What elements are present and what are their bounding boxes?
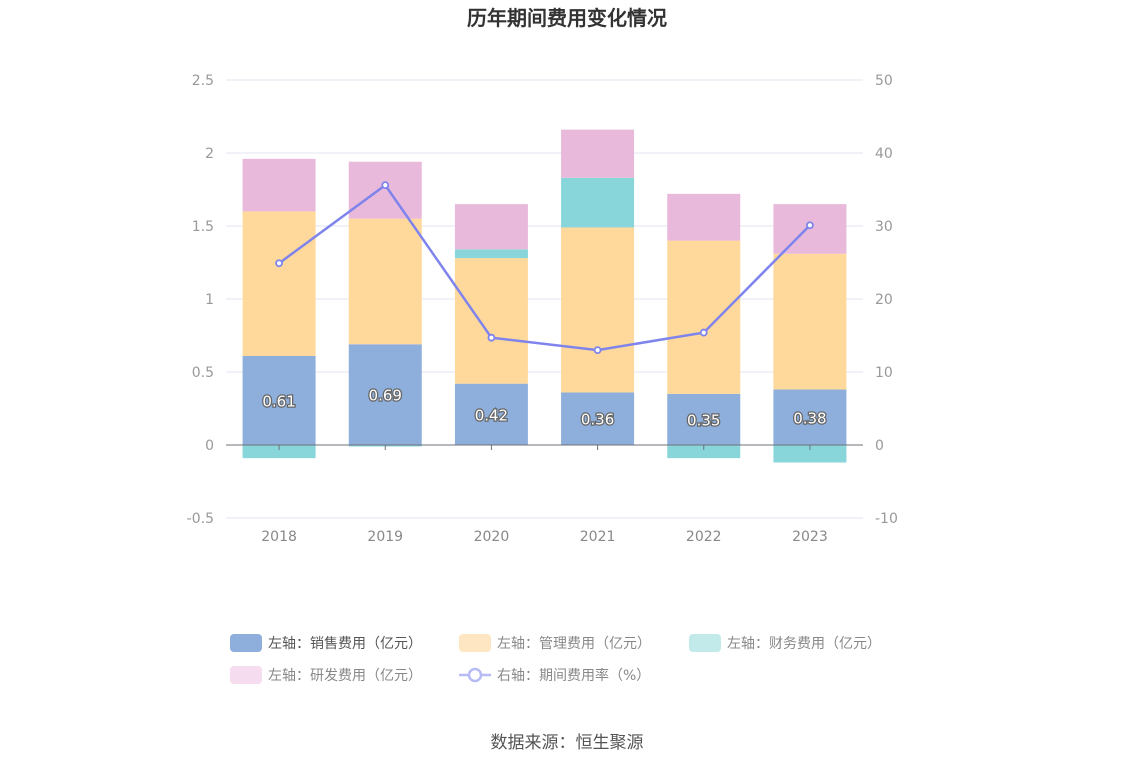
right-tick-label: 0 [875, 438, 884, 454]
bar-1-2018 [242, 355, 316, 445]
left-tick-label: 2 [205, 146, 214, 162]
legend-label: 左轴：财务费用（亿元） [727, 636, 881, 652]
bar-value-label: 0.42 [475, 406, 508, 424]
bar-3-2022 [667, 445, 741, 459]
right-tick-label: 20 [875, 292, 893, 308]
data-source: 数据来源：恒生聚源 [491, 733, 644, 753]
right-tick-label: 30 [875, 219, 893, 235]
x-tick-label: 2023 [792, 529, 828, 545]
x-tick-label: 2020 [474, 529, 510, 545]
bar-2-2023 [773, 253, 847, 390]
bar-4-2019 [348, 161, 422, 219]
bars [242, 129, 847, 463]
bar-4-2018 [242, 158, 316, 212]
bar-labels: 0.61 0.69 0.42 0.36 0.35 0.38 [261, 385, 828, 430]
bar-1-2019 [348, 344, 422, 445]
bar-value-label: 0.35 [687, 411, 720, 429]
rate-line [275, 181, 814, 355]
bar-value-label: 0.36 [581, 411, 614, 429]
bar-value-label: 0.38 [793, 409, 826, 427]
left-tick-label: 0.5 [192, 365, 214, 381]
legend-item-3[interactable]: 左轴：财务费用（亿元） [689, 634, 881, 652]
rate-point [487, 333, 496, 342]
right-tick-label: 50 [875, 73, 893, 89]
rate-point [699, 328, 708, 337]
right-tick-label: 40 [875, 146, 893, 162]
legend-swatch [459, 634, 491, 652]
left-tick-label: 1.5 [192, 219, 214, 235]
bar-1-2021 [561, 392, 635, 445]
bar-1-2020 [454, 383, 528, 445]
legend-marker [467, 667, 483, 683]
right-tick-label: 10 [875, 365, 893, 381]
legend-label: 左轴：销售费用（亿元） [268, 636, 422, 652]
left-tick-label: 0 [205, 438, 214, 454]
bar-2-2022 [667, 240, 741, 394]
legend[interactable]: 左轴：销售费用（亿元） 左轴：管理费用（亿元） 左轴：财务费用（亿元） 左轴：研发费用… [230, 634, 881, 684]
left-tick-label: 2.5 [192, 73, 214, 89]
bar-3-2023 [773, 445, 847, 463]
legend-label: 左轴：管理费用（亿元） [497, 636, 651, 652]
bar-1-2023 [773, 389, 847, 445]
legend-label: 右轴：期间费用率（%） [497, 667, 650, 684]
rate-line-path [278, 183, 811, 352]
legend-item-5[interactable]: 右轴：期间费用率（%） [459, 667, 650, 684]
x-tick-label: 2018 [261, 529, 297, 545]
x-tick-label: 2022 [686, 529, 722, 545]
legend-item-2[interactable]: 左轴：管理费用（亿元） [459, 634, 651, 652]
legend-swatch [230, 666, 262, 684]
bar-4-2021 [561, 129, 635, 178]
rate-point [275, 259, 283, 268]
bar-2-2021 [561, 227, 635, 393]
x-axis: 2018 2019 2020 2021 2022 2023 [226, 444, 863, 545]
legend-swatch [689, 634, 721, 652]
x-tick-label: 2019 [367, 529, 403, 545]
rate-point [806, 221, 814, 230]
right-tick-label: -10 [875, 511, 898, 527]
bar-2-2018 [242, 211, 316, 356]
rate-point [381, 181, 390, 190]
rate-point [593, 346, 602, 355]
left-tick-label: 1 [205, 292, 214, 308]
legend-label: 左轴：研发费用（亿元） [268, 668, 422, 684]
legend-swatch [230, 634, 262, 652]
bar-1-2022 [667, 393, 741, 445]
legend-item-4[interactable]: 左轴：研发费用（亿元） [230, 666, 422, 684]
bar-4-2020 [454, 204, 528, 250]
left-tick-label: -0.5 [187, 511, 214, 527]
chart-title: 历年期间费用变化情况 [467, 6, 667, 30]
x-tick-label: 2021 [580, 529, 616, 545]
bar-2-2019 [348, 218, 422, 345]
bar-3-2020 [454, 249, 528, 259]
bar-3-2018 [242, 445, 316, 459]
bar-2-2020 [454, 258, 528, 384]
legend-item-1[interactable]: 左轴：销售费用（亿元） [230, 634, 422, 652]
bar-3-2021 [561, 177, 635, 228]
right-axis: -10 0 10 20 30 40 50 [875, 73, 898, 527]
grid [226, 79, 863, 519]
bar-value-label: 0.61 [262, 392, 295, 410]
left-axis: -0.5 0 0.5 1 1.5 2 2.5 [187, 73, 214, 527]
bar-value-label: 0.69 [369, 387, 402, 405]
bar-4-2022 [667, 193, 741, 241]
